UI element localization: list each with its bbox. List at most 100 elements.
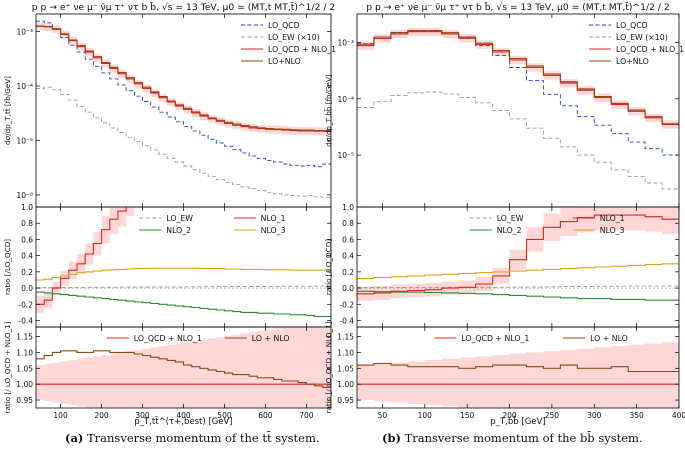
x-tick-label: 150 (460, 411, 475, 420)
y-tick-label: 1.15 (16, 333, 33, 342)
y-tick-label: 0.0 (21, 284, 33, 293)
ratio-series-nlo2 (357, 290, 679, 301)
legend-label: NLO_1 (261, 214, 286, 223)
y-tick-label: 0.2 (342, 268, 354, 277)
ratio2-legend: LO_QCD + NLO_1 LO + NLO (434, 334, 628, 343)
ratio-plot-area (36, 207, 331, 318)
y-tick-label: 1.05 (337, 364, 354, 373)
legend-label: NLO_3 (261, 226, 286, 235)
ratio-series-loew (357, 285, 679, 288)
y-tick-label: 1.00 (337, 380, 354, 389)
caption-b-text: Transverse momentum of the bb̄ system. (404, 431, 643, 445)
legend-label: LO + NLO (590, 334, 628, 343)
legend-label: LO + NLO (252, 334, 290, 343)
y-tick-label: 0.8 (21, 219, 33, 228)
y-tick-label: 0.0 (342, 284, 354, 293)
y-tick-label: 1.0 (21, 203, 33, 212)
x-tick-label: 350 (629, 411, 644, 420)
chart-panel-b: p p → e⁺ νe μ⁻ ν̄μ τ⁺ ντ b b̄, √s = 13 T… (324, 1, 685, 427)
y-tick-label: 10⁻⁵ (16, 136, 33, 145)
y-tick-label: 10⁻⁴ (337, 95, 354, 104)
ratio2-series-lonlo (357, 362, 679, 373)
legend-label: LO_EW (166, 214, 193, 223)
ratio-series-nlo3 (357, 263, 679, 279)
x-tick-label: 400 (672, 411, 685, 420)
y-tick-label: 0.4 (21, 252, 33, 261)
x-tick-label: 300 (587, 411, 602, 420)
y-tick-label: 10⁻³ (16, 28, 33, 37)
nloqcd-uncertainty-band (36, 327, 331, 408)
main-series-nloqcd (36, 25, 331, 132)
y-tick-label: 0.4 (342, 252, 354, 261)
y-tick-label: -0.2 (339, 300, 354, 309)
nloqcd-uncertainty-band (357, 342, 679, 408)
x-tick-label: 600 (258, 411, 273, 420)
y-tick-label: 10⁻⁴ (16, 82, 33, 91)
x-tick-label: 700 (299, 411, 314, 420)
ratio-plot-area (357, 207, 679, 301)
legend-label: LO_QCD + NLO_1 (461, 334, 529, 343)
x-tick-label: 300 (135, 411, 150, 420)
chart-panel-a: p p → e⁺ νe μ⁻ ν̄μ τ⁺ ντ b b̄, √s = 13 T… (3, 1, 336, 427)
legend-label: LO+NLO (268, 57, 301, 66)
ratio2-plot-area (36, 327, 331, 408)
y-tick-label: 1.00 (16, 380, 33, 389)
ratio-series-nlo3 (36, 267, 331, 281)
nlo1-uncertainty-band (357, 207, 679, 301)
x-tick-label: 400 (176, 411, 191, 420)
y-tick-label: 0.95 (337, 396, 354, 405)
main-series-lonlo (36, 25, 331, 132)
y-tick-label: 1.15 (337, 333, 354, 342)
x-tick-label: 200 (94, 411, 109, 420)
y-tick-label: -0.4 (339, 317, 354, 326)
legend-label: LO_EW (×10) (268, 33, 320, 42)
chart-title: p p → e⁺ νe μ⁻ ν̄μ τ⁺ ντ b b̄, √s = 13 T… (32, 1, 335, 13)
y-tick-label: 0.6 (21, 235, 33, 244)
x-tick-label: 50 (378, 411, 388, 420)
legend-label: LO_QCD (616, 21, 648, 30)
ratio2-series-lonlo (36, 350, 331, 388)
main-plot-area (36, 20, 331, 198)
main-y-axis-label: dσ/dp_T,tt̄ [fb/GeV] (3, 76, 12, 145)
x-tick-label: 200 (502, 411, 517, 420)
main-legend: LO_QCD LO_EW (×10) LO_QCD + NLO_1 LO+NLO (241, 21, 336, 66)
y-tick-label: 10⁻³ (337, 38, 354, 47)
x-tick-label: 250 (545, 411, 560, 420)
main-legend: LO_QCD LO_EW (×10) LO_QCD + NLO_1 LO+NLO (589, 21, 684, 66)
ratio-series-nlo1 (357, 214, 679, 295)
main-plot-area (357, 27, 679, 190)
main-series-loew (357, 91, 679, 190)
legend-label: NLO_1 (600, 214, 625, 223)
y-tick-label: -0.2 (18, 300, 33, 309)
x-tick-label: 100 (53, 411, 68, 420)
legend-label: NLO_3 (600, 226, 625, 235)
x-axis-label: p_T,tt̄^(τ+,best) [GeV] (134, 415, 232, 427)
legend-label: LO_QCD + NLO_1 (268, 45, 336, 54)
legend-label: LO_QCD + NLO_1 (134, 334, 202, 343)
y-tick-label: 1.0 (342, 203, 354, 212)
legend-label: LO_QCD (268, 21, 300, 30)
legend-label: LO_EW (497, 214, 524, 223)
y-tick-label: 0.95 (16, 396, 33, 405)
ratio-y-axis-label: ratio [/LO_QCD] (3, 239, 12, 295)
legend-label: LO+NLO (616, 57, 649, 66)
caption-a-tag: (a) (65, 431, 84, 445)
legend-label: LO_QCD + NLO_1 (616, 45, 684, 54)
x-tick-label: 500 (217, 411, 232, 420)
x-axis-label: p_T,bb̄ [GeV] (490, 415, 545, 427)
main-series-lonlo (357, 29, 679, 125)
caption-b-tag: (b) (382, 431, 401, 445)
y-tick-label: 0.2 (21, 268, 33, 277)
y-tick-label: 1.10 (337, 348, 354, 357)
ratio2-legend: LO_QCD + NLO_1 LO + NLO (106, 334, 290, 343)
ratio-legend: LO_EW NLO_1 NLO_2 NLO_3 (139, 214, 286, 235)
ratio-series-loew (36, 285, 331, 289)
y-tick-label: 10⁻⁵ (337, 151, 354, 160)
y-tick-label: 1.05 (16, 364, 33, 373)
caption-b: (b) Transverse momentum of the bb̄ syste… (382, 431, 643, 445)
x-tick-label: 100 (418, 411, 433, 420)
ratio-legend: LO_EW NLO_1 NLO_2 NLO_3 (469, 214, 625, 235)
legend-label: NLO_2 (497, 226, 522, 235)
ratio2-y-axis-label: ratio [/ LO_QCD + NLO_1] (3, 321, 12, 413)
